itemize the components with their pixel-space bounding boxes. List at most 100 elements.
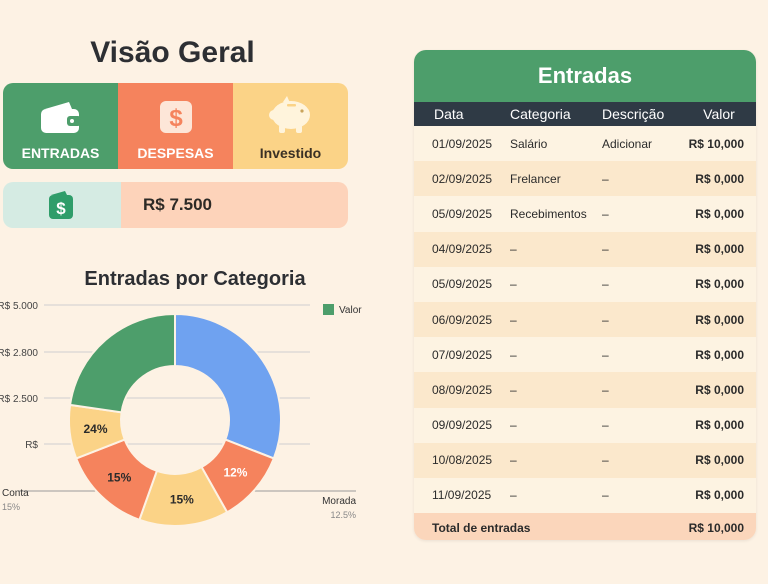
- cell-descricao: –: [602, 347, 609, 362]
- slice-label: 12%: [223, 465, 247, 479]
- cell-descricao: –: [602, 242, 609, 257]
- table-row[interactable]: 04/09/2025 – – R$ 0,000: [414, 231, 756, 267]
- table-total-row: Total de entradas R$ 10,000: [414, 513, 756, 540]
- legend-swatch: [323, 304, 334, 315]
- cell-data: 11/09/2025: [432, 488, 492, 503]
- cell-categoria: –: [510, 242, 517, 257]
- cell-categoria: Frelancer: [510, 171, 561, 186]
- summary-tiles: ENTRADAS $ DESPESAS Investido: [3, 83, 348, 169]
- table-header-row: Data Categoria Descrição Valor: [414, 102, 756, 126]
- cell-categoria: –: [510, 418, 517, 433]
- col-categoria: Categoria: [510, 106, 571, 122]
- donut-slice: [174, 312, 282, 460]
- cell-data: 10/08/2025: [432, 453, 493, 468]
- cell-categoria: –: [510, 382, 517, 397]
- chart-title: Entradas por Categoria: [84, 268, 306, 290]
- cell-categoria: –: [510, 312, 517, 327]
- cell-data: 08/09/2025: [432, 382, 493, 397]
- tile-despesas[interactable]: $ DESPESAS: [118, 83, 233, 169]
- table-row[interactable]: 11/09/2025 – – R$ 0,000: [414, 477, 756, 514]
- cell-valor: R$ 0,000: [695, 382, 744, 397]
- svg-text:$: $: [56, 199, 66, 218]
- tile-investido[interactable]: Investido: [233, 83, 348, 169]
- slice-label: 24%: [84, 422, 108, 436]
- entradas-table: Entradas Data Categoria Descrição Valor …: [414, 50, 756, 540]
- money-icon: $: [49, 191, 73, 219]
- legend-label: Valor: [339, 305, 362, 316]
- total-value: R$ 10,000: [688, 520, 744, 535]
- table-row[interactable]: 06/09/2025 – – R$ 0,000: [414, 301, 756, 338]
- cell-descricao: –: [602, 418, 609, 433]
- slice-label: 15%: [107, 470, 131, 484]
- cell-data: 06/09/2025: [432, 312, 493, 327]
- cell-descricao: Adicionar: [602, 136, 653, 151]
- cell-data: 09/09/2025: [432, 418, 493, 433]
- cell-valor: R$ 0,000: [695, 488, 744, 503]
- donut-slice: [68, 312, 176, 414]
- table-row[interactable]: 10/08/2025 – – R$ 0,000: [414, 442, 756, 478]
- tile-entradas[interactable]: ENTRADAS: [3, 83, 118, 169]
- cell-descricao: –: [602, 488, 609, 503]
- table-row[interactable]: 02/09/2025 Frelancer – R$ 0,000: [414, 161, 756, 197]
- table-title: Entradas: [414, 50, 756, 102]
- cell-categoria: –: [510, 488, 517, 503]
- cell-data: 04/09/2025: [432, 242, 493, 257]
- cell-valor: R$ 0,000: [695, 418, 744, 433]
- table-row[interactable]: 08/09/2025 – – R$ 0,000: [414, 372, 756, 408]
- cell-valor: R$ 0,000: [695, 171, 744, 186]
- cell-data: 05/09/2025: [432, 277, 493, 292]
- tile-entradas-label: ENTRADAS: [21, 145, 100, 161]
- col-descricao: Descrição: [602, 106, 665, 122]
- cell-descricao: –: [602, 453, 609, 468]
- cell-categoria: –: [510, 277, 517, 292]
- y-tick-label: R$ 2.800: [0, 348, 38, 359]
- cell-data: 07/09/2025: [432, 347, 493, 362]
- cell-descricao: –: [602, 206, 609, 221]
- cell-descricao: –: [602, 277, 609, 292]
- dollar-icon: $: [159, 101, 192, 133]
- y-tick-label: R$ 5.000: [0, 301, 38, 312]
- tile-despesas-label: DESPESAS: [137, 145, 214, 161]
- cell-valor: R$ 10,000: [688, 136, 744, 151]
- table-row[interactable]: 09/09/2025 – – R$ 0,000: [414, 407, 756, 443]
- svg-text:$: $: [169, 105, 183, 132]
- cell-categoria: Recebimentos: [510, 206, 587, 221]
- piggy-bank-icon: [268, 96, 310, 133]
- side-label: Morada: [322, 496, 356, 507]
- wallet-icon: [40, 102, 81, 133]
- cell-categoria: –: [510, 347, 517, 362]
- donut-chart: R$ 5.000 R$ 2.800 R$ 2.500 R$ Conta 15% Morada…: [0, 301, 362, 527]
- cell-valor: R$ 0,000: [695, 453, 744, 468]
- cell-descricao: –: [602, 312, 609, 327]
- tile-investido-label: Investido: [259, 145, 322, 161]
- cell-data: 05/09/2025: [432, 206, 493, 221]
- col-valor: Valor: [703, 106, 735, 122]
- side-value: 15%: [2, 502, 20, 512]
- col-data: Data: [434, 106, 464, 122]
- cell-data: 02/09/2025: [432, 171, 493, 186]
- cell-valor: R$ 0,000: [695, 312, 744, 327]
- table-row[interactable]: 05/09/2025 Recebimentos – R$ 0,000: [414, 196, 756, 232]
- cell-valor: R$ 0,000: [695, 206, 744, 221]
- table-row[interactable]: 07/09/2025 – – R$ 0,000: [414, 337, 756, 373]
- cell-valor: R$ 0,000: [695, 277, 744, 292]
- cell-valor: R$ 0,000: [695, 347, 744, 362]
- table-body: 01/09/2025 Salário Adicionar R$ 10,000 02/09…: [414, 126, 756, 514]
- cell-valor: R$ 0,000: [695, 242, 744, 257]
- side-value: 12.5%: [330, 510, 356, 520]
- cell-data: 01/09/2025: [432, 136, 493, 151]
- balance-icon-box: $: [3, 182, 121, 228]
- y-tick-label: R$: [25, 440, 38, 451]
- cell-descricao: –: [602, 382, 609, 397]
- slice-label: 15%: [170, 493, 194, 507]
- total-label: Total de entradas: [432, 520, 531, 535]
- cell-categoria: Salário: [510, 136, 548, 151]
- cell-categoria: –: [510, 453, 517, 468]
- balance-value: R$ 7.500: [121, 182, 348, 228]
- side-label: Conta: [2, 488, 29, 499]
- balance-card: $ R$ 7.500: [3, 182, 348, 228]
- table-row[interactable]: 05/09/2025 – – R$ 0,000: [414, 266, 756, 302]
- overview-title: Visão Geral: [90, 36, 255, 69]
- table-row[interactable]: 01/09/2025 Salário Adicionar R$ 10,000: [414, 126, 756, 162]
- y-tick-label: R$ 2.500: [0, 394, 38, 405]
